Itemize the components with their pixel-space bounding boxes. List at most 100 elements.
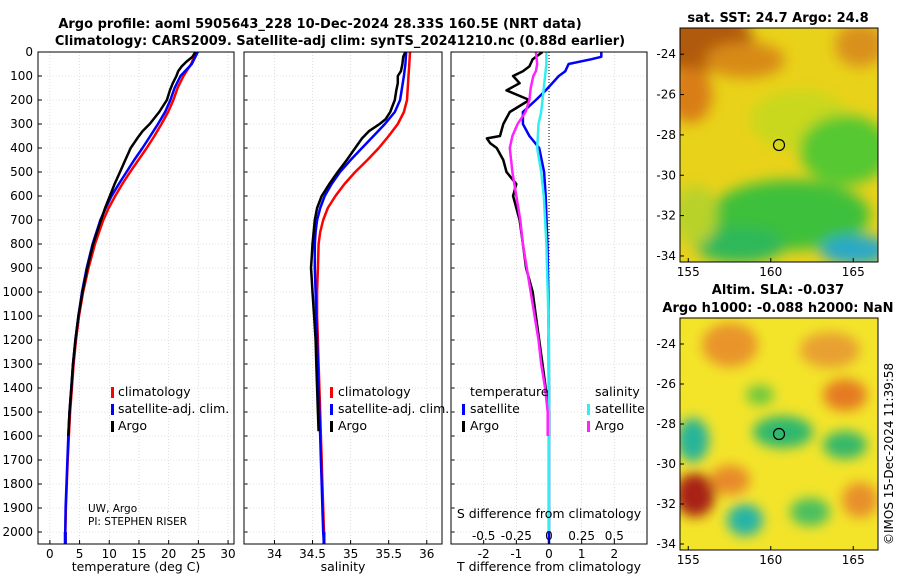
x-tick-label: 36 xyxy=(419,547,434,561)
depth-tick-label: 1300 xyxy=(2,357,33,371)
salinity-xlabel: salinity xyxy=(321,559,366,574)
sla-positive-blob xyxy=(800,332,860,368)
x-tick-label: 30 xyxy=(220,547,235,561)
sst-map-frame xyxy=(679,27,879,263)
x-tick-label: 34 xyxy=(267,547,282,561)
lat-tick-label: -30 xyxy=(656,168,676,182)
salinity-legend: climatology satellite-adj. clim. Argo xyxy=(330,384,449,433)
temperature-x-ticks: 0 5 10 15 20 25 30 xyxy=(46,540,236,561)
depth-tick-label: 1700 xyxy=(2,453,33,467)
lat-tick-label: -34 xyxy=(656,249,676,263)
sla-negative-blob xyxy=(790,498,830,526)
sst-map-panel: sat. SST: 24.7 Argo: 24.8 155 160 165 -24 -2… xyxy=(656,11,879,279)
lat-tick-label: -28 xyxy=(656,128,676,142)
temperature-series xyxy=(63,52,199,544)
depth-tick-label: 800 xyxy=(10,237,33,251)
depth-tick-label: 200 xyxy=(10,93,33,107)
salinity-series xyxy=(309,52,412,544)
depth-tick-label: 1900 xyxy=(2,501,33,515)
lat-tick-label: -28 xyxy=(656,417,676,431)
series-argo xyxy=(67,52,197,437)
depth-tick-label: 0 xyxy=(25,45,33,59)
depth-tick-label: 1500 xyxy=(2,405,33,419)
depth-tick-label: 600 xyxy=(10,189,33,203)
sla-positive-blob xyxy=(842,482,878,518)
lat-tick-label: -32 xyxy=(656,209,676,223)
difference-legend: temperature salinity satellite Argo sate… xyxy=(462,384,645,433)
depth-tick-label: 1800 xyxy=(2,477,33,491)
legend-argo-swatch xyxy=(330,421,333,432)
s-tick-label: -0.25 xyxy=(501,529,532,543)
difference-panel: -2 -1 0 1 2 -0.5 -0.25 0 0.25 0.5 S difference f… xyxy=(450,51,648,574)
lon-tick-label: 160 xyxy=(759,553,782,567)
depth-tick-label: 900 xyxy=(10,261,33,275)
x-tick-label: 0 xyxy=(46,547,54,561)
legend-s-satellite-label: satellite xyxy=(595,401,645,416)
sla-map-ticks: 155 160 165 -24 -26 -28 -30 -32 -34 xyxy=(656,337,864,567)
legend-climatology-label: climatology xyxy=(118,384,191,399)
x-tick-label: 1 xyxy=(578,547,586,561)
series-satellite-adj-clim- xyxy=(313,52,408,544)
sla-negative-blob xyxy=(823,431,867,459)
footer-timestamp: ©IMOS 15-Dec-2024 11:39:58 xyxy=(882,363,896,545)
s-tick-label: 0 xyxy=(545,529,553,543)
series-climatology xyxy=(64,52,198,544)
depth-tick-label: 700 xyxy=(10,213,33,227)
lon-tick-label: 160 xyxy=(759,265,782,279)
legend-climatology-swatch xyxy=(330,387,333,398)
legend-climatology-label: climatology xyxy=(338,384,411,399)
x-tick-label: -1 xyxy=(510,547,522,561)
x-tick-label: 2 xyxy=(611,547,619,561)
series-satellite-adj-clim- xyxy=(64,52,199,544)
difference-series xyxy=(485,52,603,544)
sst-field xyxy=(680,28,878,262)
sst-warm-blob xyxy=(835,28,878,67)
temperature-panel: 0100200300400500600700800900100011001200… xyxy=(2,45,455,574)
sla-positive-blob xyxy=(680,473,715,517)
lat-tick-label: -30 xyxy=(656,457,676,471)
x-tick-label: 10 xyxy=(102,547,117,561)
lon-tick-label: 155 xyxy=(677,265,700,279)
legend-salinity-title: salinity xyxy=(595,384,640,399)
figure-title-line2: Climatology: CARS2009. Satellite-adj cli… xyxy=(55,34,625,49)
sla-map-title-line2: Argo h1000: -0.088 h2000: NaN xyxy=(662,301,893,316)
depth-tick-label: 1100 xyxy=(2,309,33,323)
sst-warm-blob xyxy=(680,67,712,123)
sst-cool-blob xyxy=(800,115,878,185)
sla-negative-blob xyxy=(746,385,774,405)
sla-map-title-line1: Altim. SLA: -0.037 xyxy=(712,283,844,298)
depth-tick-label: 1400 xyxy=(2,381,33,395)
sla-negative-blob xyxy=(753,416,813,448)
legend-argo-label: Argo xyxy=(338,418,367,433)
legend-t-satellite-swatch xyxy=(462,404,465,415)
sla-negative-blob xyxy=(680,418,709,462)
s-tick-label: 0.25 xyxy=(568,529,595,543)
sst-cool-blob xyxy=(695,227,785,262)
lon-tick-label: 165 xyxy=(842,265,865,279)
sla-positive-blob xyxy=(702,323,758,367)
x-tick-label: 0 xyxy=(545,547,553,561)
temperature-legend: climatology satellite-adj. clim. Argo xyxy=(111,384,229,433)
x-tick-label: 25 xyxy=(191,547,206,561)
legend-temperature-title: temperature xyxy=(470,384,549,399)
x-tick-label: 20 xyxy=(161,547,176,561)
t-difference-x-ticks: -2 -1 0 1 2 xyxy=(478,540,618,561)
legend-climatology-swatch xyxy=(111,387,114,398)
x-tick-label: 34.5 xyxy=(299,547,326,561)
x-tick-label: -2 xyxy=(478,547,490,561)
x-tick-label: 35.5 xyxy=(375,547,402,561)
sla-map-frame xyxy=(679,317,879,551)
legend-s-argo-swatch xyxy=(587,421,590,432)
lat-tick-label: -24 xyxy=(656,337,676,351)
salinity-grid xyxy=(244,51,442,544)
series-argo xyxy=(309,52,407,432)
temperature-axes-frame xyxy=(37,51,235,545)
s-difference-xlabel: S difference from climatology xyxy=(457,506,642,521)
sla-positive-blob xyxy=(823,379,867,411)
depth-tick-label: 2000 xyxy=(2,525,33,539)
lat-tick-label: -32 xyxy=(656,497,676,511)
depth-tick-label: 300 xyxy=(10,117,33,131)
depth-tick-label: 1600 xyxy=(2,429,33,443)
legend-satellite-swatch xyxy=(111,404,114,415)
lat-tick-label: -24 xyxy=(656,47,676,61)
